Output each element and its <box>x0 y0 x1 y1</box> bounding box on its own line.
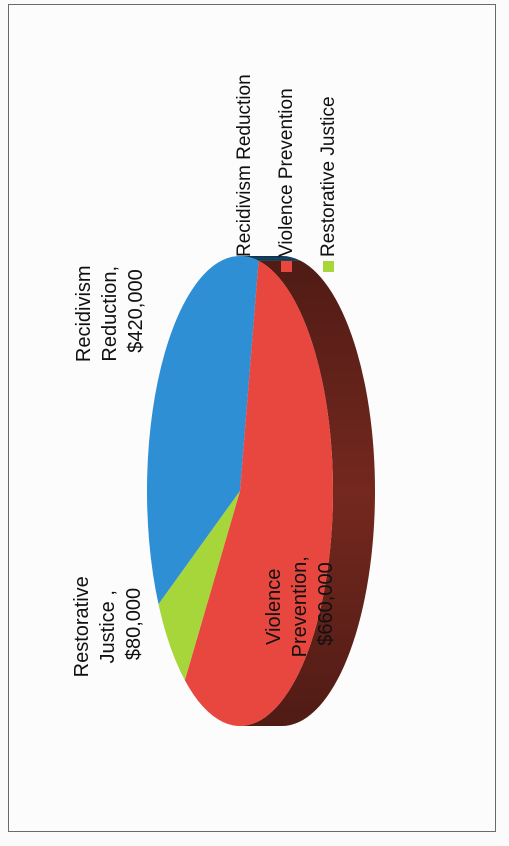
pie-slice-violence <box>184 260 333 726</box>
data-label-recidivism: Recidivism Reduction, $420,000 <box>73 260 147 362</box>
pie-top <box>147 256 333 726</box>
legend-label-violence: Violence Prevention <box>276 88 297 257</box>
legend-swatch-recidivism <box>239 261 250 272</box>
pie-slice-restorative <box>158 491 240 681</box>
pie-slice-recidivism <box>147 256 259 605</box>
pie-side-shade-recidivism <box>240 256 301 261</box>
data-label-restorative: Restorative Justice , $80,000 <box>71 571 145 678</box>
pie-side <box>240 256 375 726</box>
legend-swatch-restorative <box>323 261 334 272</box>
legend-swatch-violence <box>281 261 292 272</box>
pie-side-shade-violence <box>240 260 375 726</box>
data-label-violence: Violence Prevention, $660,000 <box>263 551 337 658</box>
legend-label-restorative: Restorative Justice <box>318 96 339 257</box>
legend: Recidivism Reduction Violence Prevention… <box>234 74 339 272</box>
legend-label-recidivism: Recidivism Reduction <box>234 74 255 257</box>
